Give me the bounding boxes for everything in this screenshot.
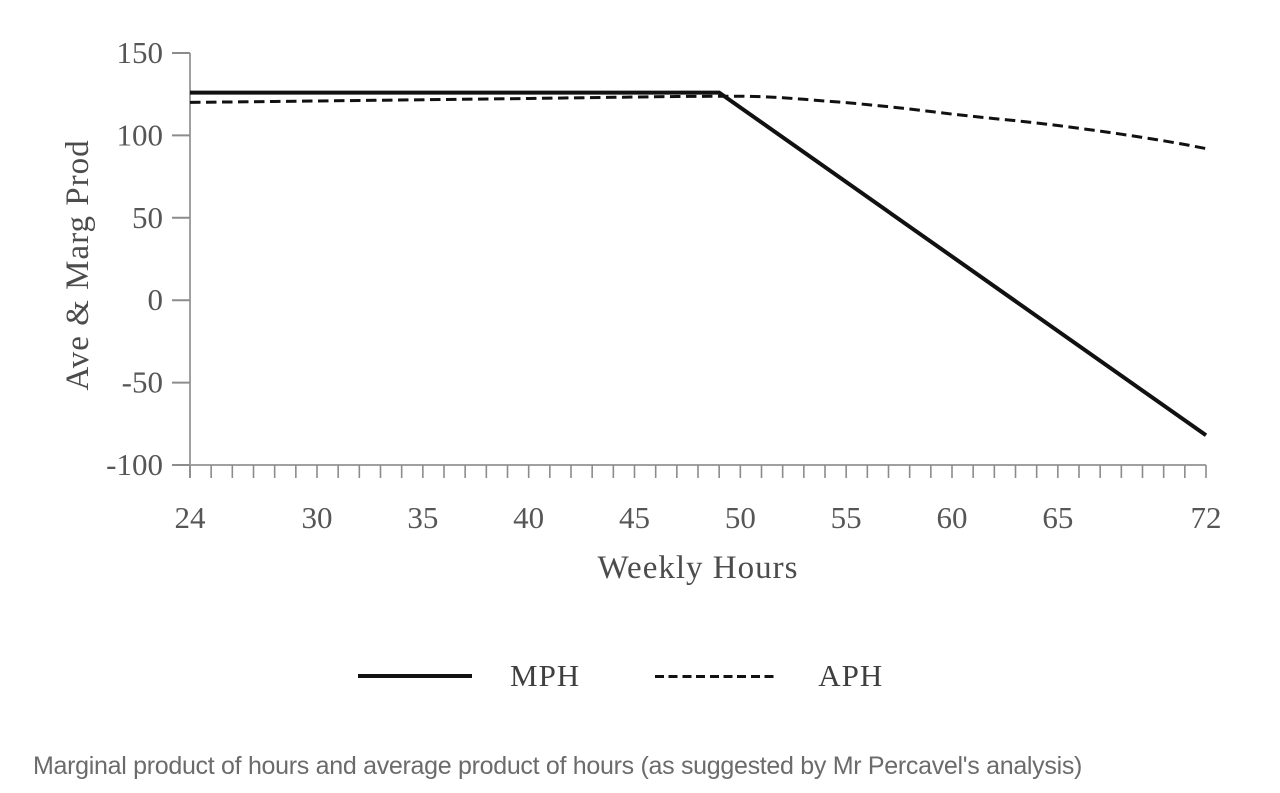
series-line-mph <box>190 90 1208 437</box>
y-tick-label: -50 <box>122 365 163 400</box>
x-tick-label: 45 <box>619 500 650 535</box>
legend: MPH APH <box>358 655 883 697</box>
y-tick-label: 150 <box>117 35 164 70</box>
line-chart: 150 100 50 0 -50 -100 24 30 35 40 45 50 55 60 65 72 Week… <box>60 35 1222 586</box>
y-axis-title: Ave & Marg Prod <box>60 139 96 390</box>
figure-caption: Marginal product of hours and average pr… <box>33 752 1083 780</box>
y-tick-label: 50 <box>132 200 163 235</box>
x-tick-label: 65 <box>1042 500 1073 535</box>
x-axis-title: Weekly Hours <box>598 550 799 586</box>
x-tick-label: 40 <box>513 500 544 535</box>
y-tick-label: -100 <box>106 447 163 482</box>
x-tick-label: 60 <box>937 500 968 535</box>
x-tick-label: 35 <box>407 500 438 535</box>
y-tick-label: 0 <box>148 282 164 317</box>
series-line-aph <box>189 94 1207 151</box>
legend-solid-line-sample <box>358 674 472 678</box>
legend-label-mph: MPH <box>510 658 581 693</box>
x-tick-label: 72 <box>1191 500 1222 535</box>
y-tick-label: 100 <box>117 117 164 152</box>
x-tick-label: 55 <box>831 500 862 535</box>
x-tick-label: 30 <box>302 500 333 535</box>
legend-label-aph: APH <box>818 658 884 693</box>
x-tick-label: 24 <box>175 500 207 535</box>
legend-dashed-line-sample <box>655 674 779 678</box>
x-tick-label: 50 <box>725 500 756 535</box>
